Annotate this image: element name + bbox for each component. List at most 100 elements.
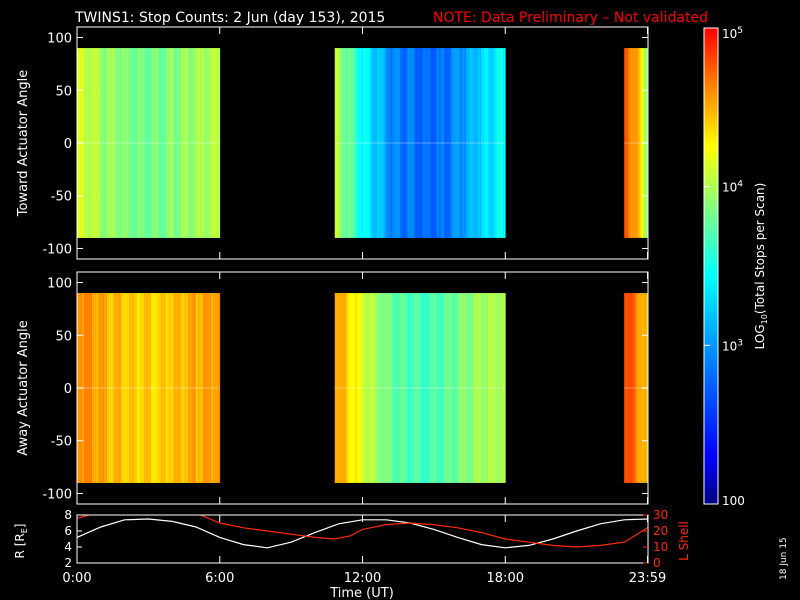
heatmap-column [474, 293, 476, 483]
heatmap-column [107, 48, 110, 238]
y2-tick-label: 0 [653, 556, 661, 570]
heatmap-column [174, 293, 177, 483]
heatmap-column [437, 293, 439, 483]
heatmap-column [479, 48, 481, 238]
heatmap-column [383, 293, 385, 483]
heatmap-column [208, 48, 211, 238]
heatmap-column [492, 48, 494, 238]
heatmap-column [474, 48, 476, 238]
heatmap-column [399, 48, 401, 238]
heatmap-column [385, 293, 387, 483]
heatmap-segment [77, 48, 221, 238]
heatmap-column [177, 293, 180, 483]
heatmap-column [418, 48, 420, 238]
heatmap-column [408, 48, 410, 238]
heatmap-column [191, 293, 194, 483]
heatmap-column [366, 48, 369, 238]
heatmap-column [117, 293, 120, 483]
heatmap-column [496, 293, 498, 483]
heatmap-column [194, 293, 197, 483]
heatmap-column [112, 48, 115, 238]
heatmap-column [417, 293, 419, 483]
heatmap-column [119, 48, 122, 238]
heatmap-column [455, 293, 457, 483]
heatmap-column [349, 293, 352, 483]
heatmap-column [90, 48, 93, 238]
heatmap-column [141, 293, 144, 483]
heatmap-column [364, 293, 367, 483]
heatmap-column [188, 293, 191, 483]
heatmap-column [340, 48, 343, 238]
heatmap-away [77, 293, 649, 483]
y-tick-label: 0 [64, 382, 72, 397]
heatmap-column [395, 48, 397, 238]
heatmap-column [380, 48, 383, 238]
heatmap-column [206, 48, 209, 238]
heatmap-column [491, 293, 493, 483]
heatmap-column [483, 293, 485, 483]
heatmap-column [349, 48, 352, 238]
heatmap-column [171, 293, 174, 483]
heatmap-column [183, 48, 186, 238]
y-tick-label: 100 [47, 32, 72, 47]
heatmap-column [446, 293, 448, 483]
heatmap-column [394, 48, 396, 238]
heatmap-column [96, 48, 99, 238]
heatmap-column [494, 48, 496, 238]
heatmap-column [111, 48, 114, 238]
heatmap-column [82, 48, 85, 238]
heatmap-column [93, 293, 96, 483]
heatmap-column [630, 293, 632, 483]
heatmap-column [141, 48, 144, 238]
x-tick-label: 6:00 [205, 571, 234, 586]
heatmap-column [485, 48, 487, 238]
heatmap-column [197, 48, 200, 238]
heatmap-column [342, 48, 345, 238]
heatmap-column [109, 293, 112, 483]
heatmap-column [339, 293, 342, 483]
heatmap-column [138, 48, 141, 238]
heatmap-column [135, 48, 138, 238]
heatmap-column [425, 293, 427, 483]
heatmap-column [453, 48, 455, 238]
heatmap-column [171, 48, 174, 238]
heatmap-column [131, 293, 134, 483]
heatmap-column [624, 293, 626, 483]
heatmap-column [342, 293, 345, 483]
heatmap-column [83, 48, 86, 238]
heatmap-column [456, 293, 458, 483]
heatmap-column [86, 293, 89, 483]
heatmap-column [164, 48, 167, 238]
heatmap-column [390, 48, 392, 238]
heatmap-column [157, 48, 160, 238]
heatmap-column [371, 293, 374, 483]
heatmap-column [150, 293, 153, 483]
heatmap-column [391, 48, 393, 238]
heatmap-column [626, 293, 628, 483]
heatmap-column [419, 48, 421, 238]
heatmap-column [159, 48, 162, 238]
heatmap-column [387, 293, 389, 483]
heatmap-column [448, 293, 450, 483]
heatmap-column [494, 293, 496, 483]
heatmap-column [369, 48, 372, 238]
heatmap-column [115, 48, 118, 238]
heatmap-column [503, 293, 505, 483]
heatmap-column [351, 293, 354, 483]
heatmap-column [180, 293, 183, 483]
panel-orbit-yaxis-left: 8 6 4 2 [64, 508, 82, 570]
heatmap-column [479, 293, 481, 483]
heatmap-column [199, 48, 202, 238]
heatmap-column [148, 293, 151, 483]
heatmap-column [407, 48, 409, 238]
heatmap-column [336, 293, 339, 483]
heatmap-column [484, 293, 486, 483]
heatmap-column [370, 48, 373, 238]
heatmap-column [173, 48, 176, 238]
heatmap-column [417, 48, 419, 238]
heatmap-column [164, 293, 167, 483]
heatmap-column [389, 48, 391, 238]
heatmap-column [447, 293, 449, 483]
heatmap-column [636, 48, 638, 238]
